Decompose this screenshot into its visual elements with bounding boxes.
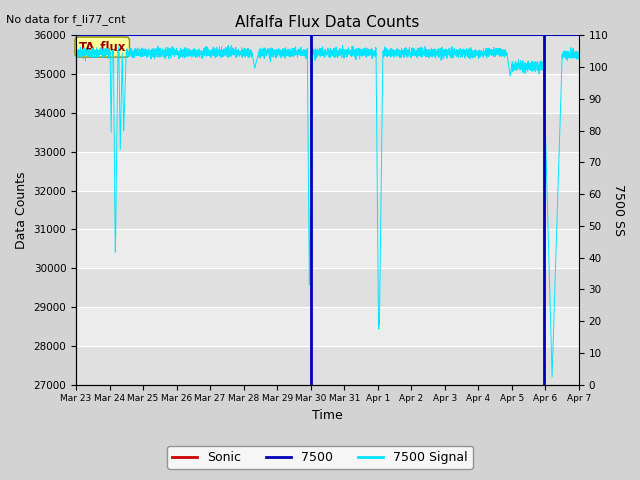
- Bar: [76, 74, 579, 113]
- Y-axis label: 7500 SS: 7500 SS: [612, 184, 625, 236]
- Bar: [76, 191, 579, 229]
- Y-axis label: Data Counts: Data Counts: [15, 171, 28, 249]
- Bar: [76, 307, 579, 346]
- Text: No data for f_li77_cnt: No data for f_li77_cnt: [6, 14, 126, 25]
- Text: TA_flux: TA_flux: [79, 41, 126, 54]
- Bar: [76, 229, 579, 268]
- Bar: [76, 346, 579, 384]
- Bar: [76, 36, 579, 74]
- X-axis label: Time: Time: [312, 409, 343, 422]
- Bar: [76, 268, 579, 307]
- Title: Alfalfa Flux Data Counts: Alfalfa Flux Data Counts: [236, 15, 420, 30]
- Legend: Sonic, 7500, 7500 Signal: Sonic, 7500, 7500 Signal: [167, 446, 473, 469]
- Bar: [76, 113, 579, 152]
- Bar: [76, 152, 579, 191]
